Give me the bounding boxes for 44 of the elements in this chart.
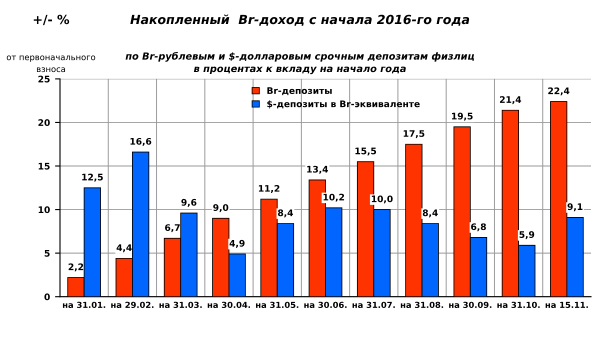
data-label: 8,4 xyxy=(278,209,294,218)
data-label: 22,4 xyxy=(548,87,570,96)
data-label: 5,9 xyxy=(520,231,534,240)
x-tick-label: на 30.09. xyxy=(449,302,492,308)
y-tick-label: 10 xyxy=(38,206,50,214)
data-label: 10,2 xyxy=(324,194,344,202)
x-tick-label: на 31.08. xyxy=(400,302,444,308)
y-tick-label: 25 xyxy=(38,76,50,82)
legend-label: Br-депозиты xyxy=(267,87,332,96)
data-label: 4,4 xyxy=(116,244,132,252)
data-label: 10,0 xyxy=(372,195,393,204)
data-label: 17,5 xyxy=(404,130,424,138)
y-tick-label: 20 xyxy=(38,119,50,126)
data-label: 12,5 xyxy=(82,174,103,182)
data-label: 13,4 xyxy=(307,166,328,174)
x-tick-label: на 31.07. xyxy=(352,302,395,308)
data-label: 4,9 xyxy=(230,240,245,248)
data-label: 2,2 xyxy=(68,263,84,272)
data-label: 6,8 xyxy=(471,223,486,232)
data-label: 9,6 xyxy=(181,198,196,207)
x-tick-label: на 31.05. xyxy=(256,302,298,308)
y-tick-label: 0 xyxy=(44,293,50,300)
chart-subtitle: по Br-рублевым и $-долларовым срочным депозитам физлиц в процентах к вкладу на начало года xyxy=(126,52,474,74)
data-label: 9,0 xyxy=(213,204,228,212)
x-tick-label: на 31.03. xyxy=(159,302,202,308)
data-label: 9,1 xyxy=(568,203,582,212)
data-label: 19,5 xyxy=(452,112,473,121)
data-label: 21,4 xyxy=(500,96,522,104)
legend-label: $-депозиты в Br-эквиваленте xyxy=(267,100,420,108)
data-label: 15,5 xyxy=(355,148,376,156)
data-label: 11,2 xyxy=(258,184,280,193)
x-tick-label: на 30.06. xyxy=(304,302,347,308)
data-label: 6,7 xyxy=(165,224,180,232)
text: +/- % от первоначального взноса xyxy=(6,14,96,72)
x-tick-label: на 31.10. xyxy=(497,302,540,308)
x-tick-label: на 15.11. xyxy=(546,302,588,308)
y-tick-label: 15 xyxy=(38,162,50,170)
data-label: 16,6 xyxy=(130,138,152,146)
chart-title: Накопленный Br-доход с начала 2016-го года xyxy=(130,14,470,26)
data-label: 8,4 xyxy=(422,209,438,218)
x-tick-label: на 30.04. xyxy=(208,302,250,308)
x-tick-label: на 29.02. xyxy=(111,302,154,308)
x-tick-label: на 31.01. xyxy=(62,302,106,308)
y-tick-label: 5 xyxy=(44,250,50,257)
